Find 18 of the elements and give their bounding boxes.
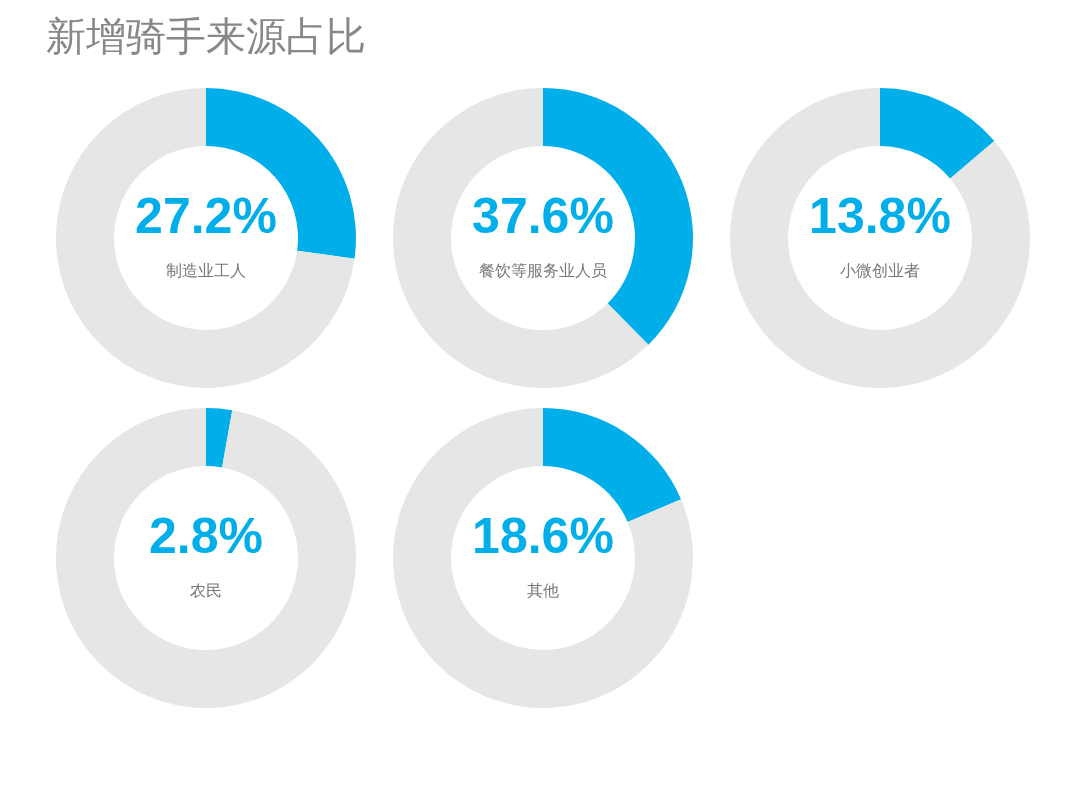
data-label: 27.2% <box>135 188 277 244</box>
donut-slice <box>880 88 995 179</box>
donut-slice <box>56 408 356 708</box>
donut-slice <box>393 88 649 388</box>
text: 小微创业者 <box>840 261 920 280</box>
donut-slice <box>206 408 233 468</box>
donut-slice <box>730 88 1030 388</box>
data-label: 13.8% <box>809 188 951 244</box>
text: 其他 <box>527 581 559 600</box>
donut-slice <box>393 408 693 708</box>
donut-slice <box>56 88 355 388</box>
data-label: 2.8% <box>149 508 263 564</box>
text: 制造业工人 <box>166 261 246 280</box>
data-label: 37.6% <box>472 188 614 244</box>
data-label: 18.6% <box>472 508 614 564</box>
text: 餐饮等服务业人员 <box>479 261 607 280</box>
text: 农民 <box>190 581 222 600</box>
chart-title: 新增骑手来源占比 <box>46 13 366 59</box>
